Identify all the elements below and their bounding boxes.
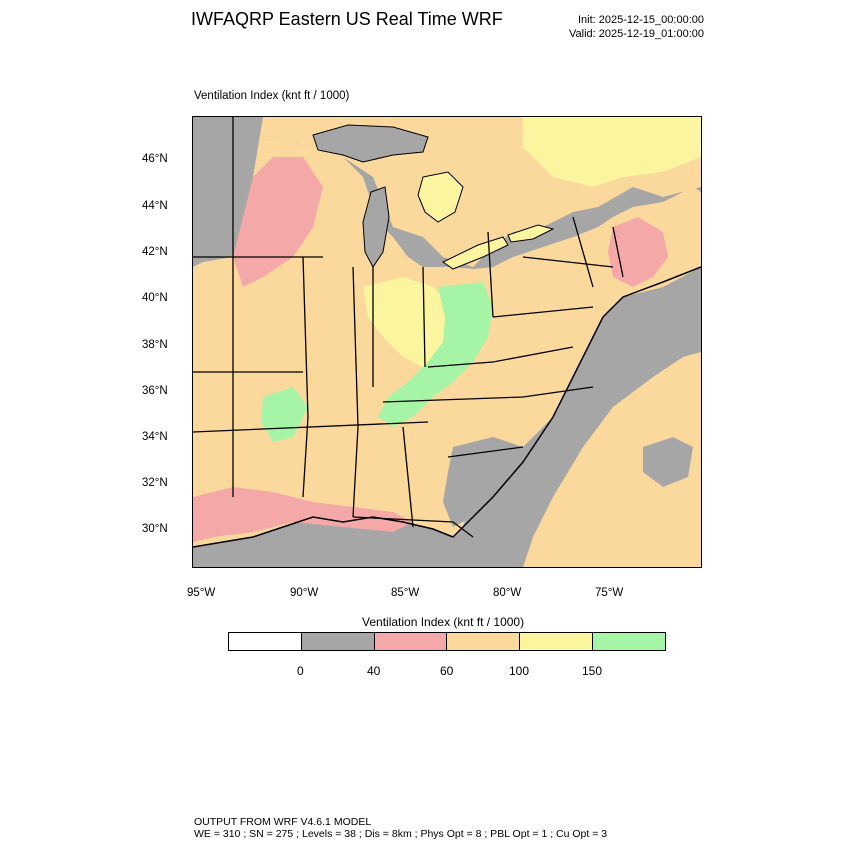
colorbar-title: Ventilation Index (knt ft / 1000) xyxy=(362,615,525,629)
lat-tick-32: 32°N xyxy=(142,477,168,489)
southeast-gray-area xyxy=(443,437,523,527)
lake-erie xyxy=(442,236,509,270)
lat-tick-38: 38°N xyxy=(142,339,168,351)
colorbar-label-100: 100 xyxy=(509,664,530,678)
colorbar-swatch-0 xyxy=(229,633,302,650)
atlantic-coastline xyxy=(452,266,701,538)
lake-michigan xyxy=(362,186,390,268)
init-valid-times: Init: 2025-12-15_00:00:00 Valid: 2025-12… xyxy=(569,13,704,41)
gulf-coastline xyxy=(193,516,454,548)
lon-tick-90: 90°W xyxy=(290,587,319,599)
lat-tick-46: 46°N xyxy=(142,153,168,165)
colorbar-swatch-3 xyxy=(447,633,521,650)
lon-tick-75: 75°W xyxy=(595,587,624,599)
lat-tick-34: 34°N xyxy=(142,431,168,443)
lat-tick-36: 36°N xyxy=(142,385,168,397)
ventilation-index-map xyxy=(193,117,701,567)
colorbar-swatch-4 xyxy=(520,633,594,650)
colorbar-label-60: 60 xyxy=(440,664,454,678)
colorbar-swatch-1 xyxy=(301,633,375,650)
lat-tick-30: 30°N xyxy=(142,523,168,535)
canada-yellow-area xyxy=(523,117,701,187)
colorbar-label-40: 40 xyxy=(367,664,381,678)
colorbar xyxy=(228,632,666,651)
map-caption: Ventilation Index (knt ft / 1000) xyxy=(194,90,350,102)
valid-time: Valid: 2025-12-19_01:00:00 xyxy=(569,28,704,40)
map-panel xyxy=(192,116,702,568)
new-england-red-area xyxy=(608,217,668,287)
footer-model-version: OUTPUT FROM WRF V4.6.1 MODEL xyxy=(194,816,372,828)
atlantic-orange-area xyxy=(523,352,701,567)
lake-huron xyxy=(417,171,464,223)
colorbar-label-150: 150 xyxy=(582,664,603,678)
init-time: Init: 2025-12-15_00:00:00 xyxy=(578,14,704,26)
colorbar-swatch-2 xyxy=(374,633,448,650)
lat-tick-44: 44°N xyxy=(142,200,168,212)
upper-midwest-red-area xyxy=(233,157,323,287)
colorbar-label-0: 0 xyxy=(297,664,304,678)
plot-title: IWFAQRP Eastern US Real Time WRF xyxy=(191,9,503,29)
colorbar-swatch-5 xyxy=(593,633,665,650)
lat-tick-42: 42°N xyxy=(142,246,168,258)
lake-ontario xyxy=(507,224,555,243)
ohio-valley-yellow-area xyxy=(363,277,463,367)
lat-tick-40: 40°N xyxy=(142,292,168,304)
footer-model-params: WE = 310 ; SN = 275 ; Levels = 38 ; Dis … xyxy=(194,828,608,840)
appalachian-green-area xyxy=(378,282,493,427)
atlantic-gray-patch xyxy=(643,437,693,487)
lon-tick-85: 85°W xyxy=(391,587,420,599)
gulf-coast-red-area xyxy=(193,487,413,542)
northwest-gray-area xyxy=(193,117,263,267)
lon-tick-95: 95°W xyxy=(187,587,216,599)
lon-tick-80: 80°W xyxy=(493,587,522,599)
lake-superior xyxy=(312,124,429,163)
